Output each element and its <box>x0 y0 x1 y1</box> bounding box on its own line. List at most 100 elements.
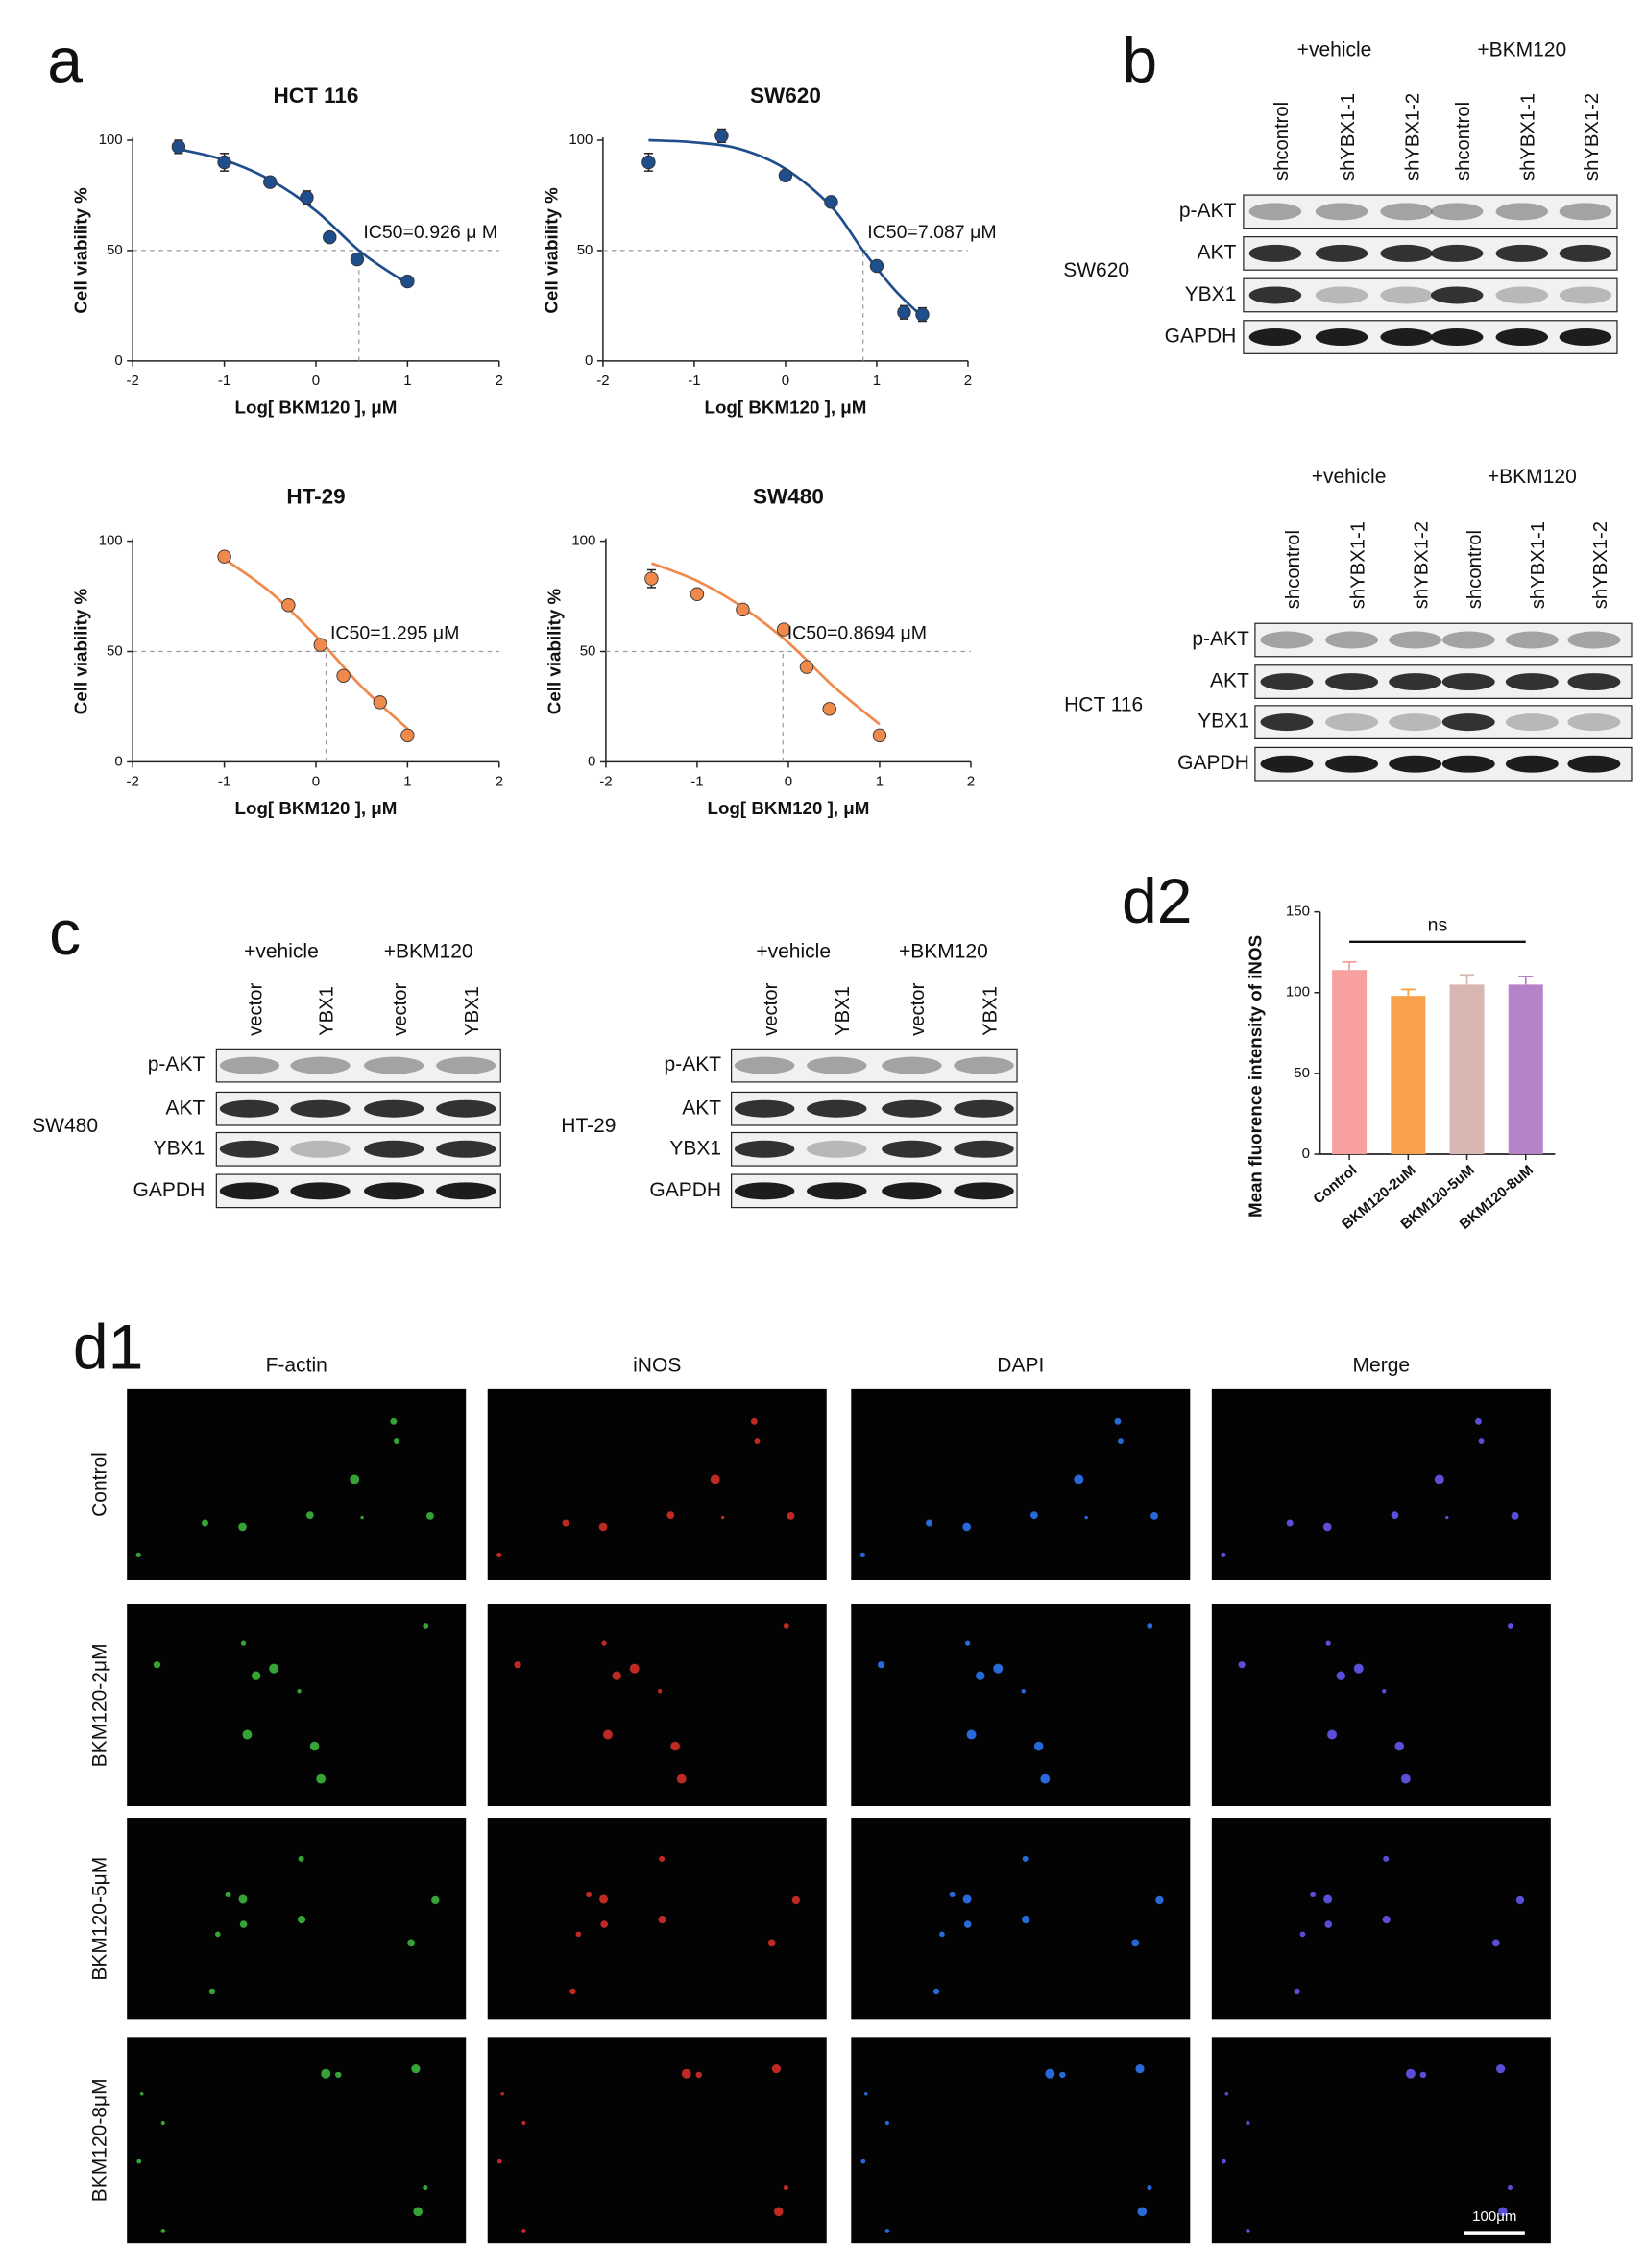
cell <box>425 1511 434 1520</box>
cell <box>670 1741 680 1751</box>
band <box>364 1056 424 1074</box>
panel-letter: c <box>49 898 81 969</box>
band <box>1248 203 1302 221</box>
cell <box>1246 2229 1250 2233</box>
y-tick-label: 0 <box>114 352 122 369</box>
cell <box>1310 1891 1317 1898</box>
y-tick-label: 50 <box>580 642 596 659</box>
band <box>1441 673 1495 691</box>
bar <box>1332 970 1368 1155</box>
band <box>734 1099 795 1118</box>
y-axis-label: Cell viability % <box>71 589 91 715</box>
band <box>1441 631 1495 649</box>
cell <box>1336 1671 1345 1680</box>
chart-title: SW620 <box>750 84 821 108</box>
data-point <box>641 155 656 170</box>
cell <box>863 2091 868 2096</box>
channel-label: DAPI <box>997 1354 1044 1376</box>
x-tick-label: -2 <box>127 373 139 389</box>
cell <box>1508 1623 1513 1629</box>
data-point <box>776 622 791 637</box>
blot-strip <box>215 1048 501 1083</box>
cell <box>1294 1988 1300 1995</box>
x-tick-label: 1 <box>403 773 411 789</box>
cell <box>1323 1894 1333 1904</box>
data-point <box>313 638 327 652</box>
cell <box>1382 1916 1391 1924</box>
protein-label: YBX1 <box>1185 283 1237 305</box>
y-tick-label: 100 <box>1286 984 1310 1001</box>
cell <box>939 1931 945 1938</box>
ic50-annotation: IC50=1.295 μM <box>330 623 459 644</box>
band <box>1559 203 1612 221</box>
micrograph <box>851 1818 1191 2020</box>
cell <box>208 1988 216 1995</box>
data-point <box>644 571 659 586</box>
cell <box>1286 1519 1294 1527</box>
cell <box>1445 1515 1449 1520</box>
lane-label: YBX1 <box>462 986 483 1036</box>
micrograph <box>487 2037 827 2244</box>
band <box>807 1182 867 1200</box>
micrograph <box>1211 1604 1551 1807</box>
x-tick-label: -1 <box>218 373 230 389</box>
protein-label: GAPDH <box>649 1179 721 1201</box>
cell <box>783 1623 789 1629</box>
band <box>1559 244 1612 262</box>
cell <box>1084 1515 1088 1520</box>
band <box>882 1056 942 1074</box>
y-tick-label: 0 <box>1302 1146 1310 1162</box>
band <box>734 1140 795 1158</box>
protein-label: GAPDH <box>133 1179 206 1201</box>
cell <box>269 1663 279 1674</box>
band <box>1380 286 1433 304</box>
treatment-label: +vehicle <box>1312 466 1387 488</box>
error-bar <box>1518 976 1534 985</box>
band <box>1505 673 1559 691</box>
protein-label: GAPDH <box>1165 326 1237 348</box>
x-tick-label: 2 <box>967 773 975 789</box>
lane-label: shcontrol <box>1283 530 1304 609</box>
cell <box>601 1640 607 1646</box>
cell <box>1419 2071 1427 2079</box>
band <box>219 1056 279 1074</box>
x-tick-label: 0 <box>312 773 320 789</box>
protein-label: AKT <box>1210 670 1249 692</box>
x-tick-label: 0 <box>785 773 792 789</box>
cell <box>1059 2071 1066 2079</box>
band <box>436 1140 496 1158</box>
panel-letter: d1 <box>73 1312 144 1383</box>
cell <box>1033 1741 1044 1751</box>
band <box>290 1056 351 1074</box>
protein-label: YBX1 <box>154 1137 206 1159</box>
cell <box>1131 1939 1140 1947</box>
cell <box>390 1417 398 1425</box>
y-tick-label: 100 <box>99 533 123 549</box>
cell <box>252 1671 261 1680</box>
x-axis-label: Log[ BKM120 ], μM <box>707 798 869 818</box>
error-bar <box>1342 960 1357 971</box>
band <box>807 1099 867 1118</box>
lane-label: YBX1 <box>833 986 854 1036</box>
protein-label: YBX1 <box>669 1137 721 1159</box>
cell <box>750 1417 758 1425</box>
micrograph <box>127 1818 467 2020</box>
cell <box>1327 1729 1338 1740</box>
band <box>290 1099 351 1118</box>
cell <box>360 1515 364 1520</box>
data-point <box>217 155 231 170</box>
treatment-label: +BKM120 <box>899 940 988 962</box>
micrograph <box>1211 1818 1551 2020</box>
cell <box>659 1855 666 1862</box>
cell <box>393 1438 399 1444</box>
cell <box>859 1552 865 1557</box>
cell <box>1045 2068 1055 2079</box>
band <box>734 1182 795 1200</box>
data-point <box>799 660 814 674</box>
lane-label: shYBX1-2 <box>1412 521 1433 609</box>
micrograph <box>487 1388 827 1580</box>
protein-label: AKT <box>682 1097 721 1119</box>
x-tick-label: -1 <box>690 773 703 789</box>
band <box>1389 755 1442 773</box>
lane-label: shcontrol <box>1271 102 1293 181</box>
